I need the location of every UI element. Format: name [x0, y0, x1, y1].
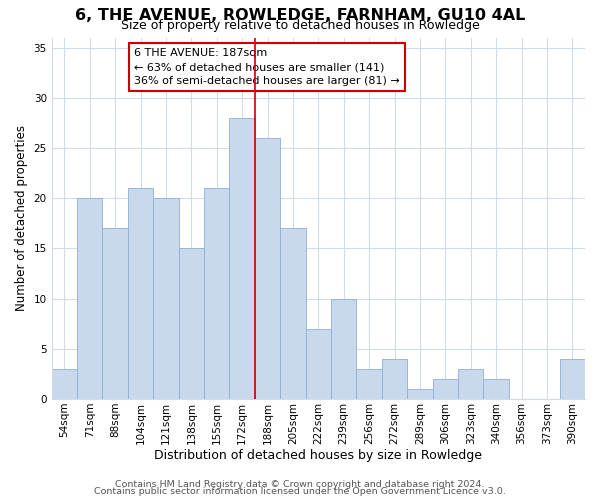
Text: 6 THE AVENUE: 187sqm
← 63% of detached houses are smaller (141)
36% of semi-deta: 6 THE AVENUE: 187sqm ← 63% of detached h…	[134, 48, 400, 86]
Bar	[52, 369, 77, 399]
Bar	[382, 359, 407, 399]
Bar	[77, 198, 103, 399]
Bar	[204, 188, 229, 399]
Bar	[179, 248, 204, 399]
Text: Size of property relative to detached houses in Rowledge: Size of property relative to detached ho…	[121, 19, 479, 32]
Bar	[255, 138, 280, 399]
Y-axis label: Number of detached properties: Number of detached properties	[15, 126, 28, 312]
Bar	[229, 118, 255, 399]
Text: Contains HM Land Registry data © Crown copyright and database right 2024.: Contains HM Land Registry data © Crown c…	[115, 480, 485, 489]
Bar	[331, 298, 356, 399]
Bar	[356, 369, 382, 399]
Bar	[407, 389, 433, 399]
Text: Contains public sector information licensed under the Open Government Licence v3: Contains public sector information licen…	[94, 487, 506, 496]
Bar	[305, 328, 331, 399]
Bar	[103, 228, 128, 399]
X-axis label: Distribution of detached houses by size in Rowledge: Distribution of detached houses by size …	[154, 450, 482, 462]
Text: 6, THE AVENUE, ROWLEDGE, FARNHAM, GU10 4AL: 6, THE AVENUE, ROWLEDGE, FARNHAM, GU10 4…	[75, 8, 525, 22]
Bar	[280, 228, 305, 399]
Bar	[560, 359, 585, 399]
Bar	[433, 379, 458, 399]
Bar	[458, 369, 484, 399]
Bar	[153, 198, 179, 399]
Bar	[484, 379, 509, 399]
Bar	[128, 188, 153, 399]
